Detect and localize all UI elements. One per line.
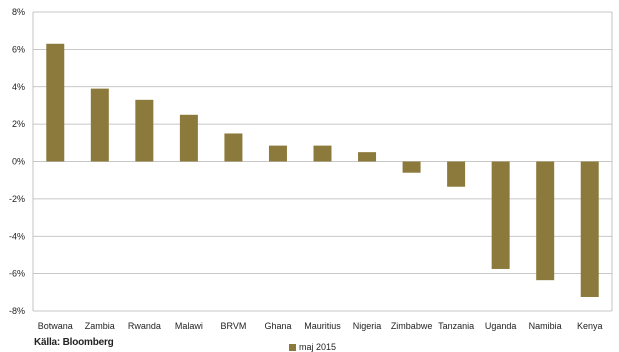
y-tick-label: 4% bbox=[12, 82, 25, 92]
x-category-label: Zimbabwe bbox=[391, 321, 433, 331]
y-tick-label: 6% bbox=[12, 44, 25, 54]
x-category-label: Zambia bbox=[85, 321, 115, 331]
x-category-label: Mauritius bbox=[304, 321, 341, 331]
x-category-label: Namibia bbox=[529, 321, 562, 331]
x-axis-categories: Botwana Zambia Rwanda Malawi BRVM Ghana Maurit… bbox=[38, 321, 603, 331]
bar-uganda bbox=[491, 161, 510, 269]
y-axis-ticks: 8% 6% 4% 2% 0% -2% -4% -6% -8% bbox=[9, 7, 25, 316]
y-tick-label: -8% bbox=[9, 306, 25, 316]
source-note: Källa: Bloomberg bbox=[34, 337, 114, 348]
x-category-label: BRVM bbox=[221, 321, 247, 331]
x-category-label: Uganda bbox=[485, 321, 517, 331]
y-tick-label: 8% bbox=[12, 7, 25, 17]
legend-swatch bbox=[289, 343, 296, 351]
x-category-label: Tanzania bbox=[438, 321, 474, 331]
bars bbox=[46, 43, 599, 297]
y-tick-label: -4% bbox=[9, 231, 25, 241]
x-category-label: Kenya bbox=[577, 321, 603, 331]
x-category-label: Nigeria bbox=[353, 321, 382, 331]
y-tick-label: -2% bbox=[9, 194, 25, 204]
legend-label: maj 2015 bbox=[299, 342, 337, 352]
bar-malawi bbox=[179, 114, 198, 162]
bar-mauritius bbox=[313, 145, 332, 162]
bar-tanzania bbox=[447, 161, 466, 187]
bar-namibia bbox=[536, 161, 555, 281]
bar-kenya bbox=[580, 161, 599, 297]
x-category-label: Malawi bbox=[175, 321, 203, 331]
legend: maj 2015 bbox=[289, 342, 336, 352]
bar-zimbabwe bbox=[402, 161, 421, 173]
y-tick-label: -6% bbox=[9, 269, 25, 279]
bar-nigeria bbox=[358, 152, 377, 162]
x-category-label: Rwanda bbox=[128, 321, 161, 331]
bar-brvm bbox=[224, 133, 243, 162]
x-category-label: Ghana bbox=[264, 321, 291, 331]
bar-botwana bbox=[46, 43, 65, 162]
bar-rwanda bbox=[135, 99, 154, 162]
y-tick-label: 2% bbox=[12, 119, 25, 129]
x-category-label: Botwana bbox=[38, 321, 73, 331]
bar-ghana bbox=[268, 145, 287, 162]
y-tick-label: 0% bbox=[12, 157, 25, 167]
bar-zambia bbox=[90, 88, 109, 162]
